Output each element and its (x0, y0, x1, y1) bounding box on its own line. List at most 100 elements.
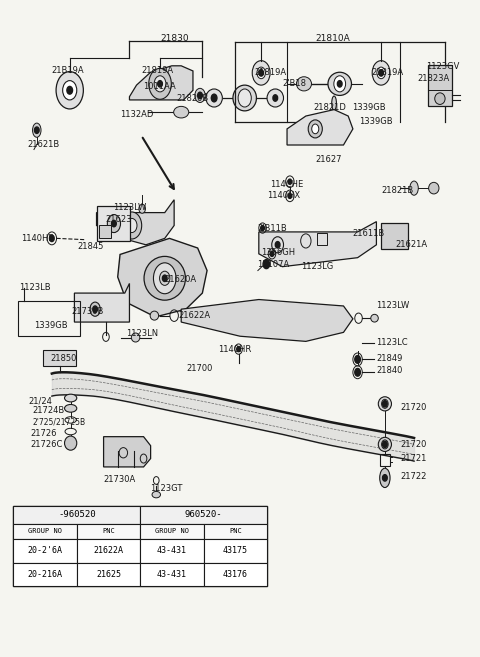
Circle shape (237, 346, 240, 351)
Text: 21821D: 21821D (313, 103, 346, 112)
Bar (204, 524, 267, 539)
Circle shape (111, 220, 116, 227)
Circle shape (35, 127, 39, 133)
Bar (13, 506, 140, 524)
Bar (77, 539, 140, 562)
Text: 21820B: 21820B (177, 94, 209, 103)
Ellipse shape (378, 397, 392, 411)
Text: 1339GB: 1339GB (352, 103, 385, 112)
Text: 21722: 21722 (401, 472, 427, 481)
Circle shape (276, 242, 280, 248)
Polygon shape (130, 66, 193, 100)
Text: 21720: 21720 (401, 440, 427, 449)
Ellipse shape (312, 124, 319, 134)
Text: 1123LN: 1123LN (126, 329, 158, 338)
Text: 21625: 21625 (96, 570, 121, 579)
Ellipse shape (152, 491, 160, 498)
Circle shape (263, 260, 270, 269)
Ellipse shape (64, 405, 77, 412)
Text: 21720: 21720 (401, 403, 427, 411)
Text: 1123GV: 1123GV (426, 62, 459, 71)
Text: 1123LW: 1123LW (113, 203, 146, 212)
Bar (381, 223, 408, 248)
Bar (13, 562, 77, 586)
Ellipse shape (63, 81, 77, 100)
Text: 21819A: 21819A (141, 66, 173, 76)
Circle shape (198, 92, 203, 99)
Text: 21622A: 21622A (179, 311, 211, 320)
Circle shape (288, 193, 292, 198)
Bar (99, 225, 110, 238)
Ellipse shape (122, 212, 142, 239)
Ellipse shape (308, 120, 323, 138)
Text: 21810A: 21810A (315, 34, 350, 43)
Text: 2'725/21725B: 2'725/21725B (32, 417, 85, 426)
Bar (380, 454, 390, 466)
Circle shape (355, 355, 360, 363)
Text: 21830: 21830 (160, 34, 189, 43)
Text: 21623: 21623 (105, 215, 132, 223)
Text: 1011AA: 1011AA (144, 82, 176, 91)
Text: 1123LB: 1123LB (19, 283, 50, 292)
Text: 21849: 21849 (376, 354, 403, 363)
Ellipse shape (371, 314, 378, 322)
Text: 21726C: 21726C (31, 440, 63, 449)
Ellipse shape (429, 183, 439, 194)
Polygon shape (96, 200, 174, 245)
Ellipse shape (90, 302, 100, 316)
Circle shape (259, 70, 264, 76)
Circle shape (67, 87, 72, 94)
Ellipse shape (328, 72, 351, 95)
Text: 1123LG: 1123LG (301, 262, 334, 271)
Ellipse shape (139, 204, 145, 214)
Ellipse shape (267, 89, 284, 107)
Text: 21821B: 21821B (381, 186, 413, 195)
Text: 1123LC: 1123LC (376, 338, 408, 347)
Bar (18, 301, 80, 336)
Text: 21850: 21850 (50, 354, 77, 363)
Bar (13, 539, 77, 562)
Circle shape (288, 179, 292, 184)
Ellipse shape (64, 436, 77, 450)
Polygon shape (74, 283, 130, 322)
Text: 21700: 21700 (186, 364, 212, 373)
Text: 21845: 21845 (78, 242, 104, 251)
Text: 21823A: 21823A (418, 74, 450, 83)
Text: 21621B: 21621B (27, 141, 60, 150)
Text: 1123LW: 1123LW (376, 302, 409, 311)
Ellipse shape (132, 333, 140, 342)
Ellipse shape (372, 60, 390, 85)
Text: 21724B: 21724B (32, 407, 64, 415)
Text: 20-216A: 20-216A (27, 570, 62, 579)
Ellipse shape (64, 394, 77, 402)
Bar (140, 539, 204, 562)
Bar (13, 524, 77, 539)
Text: 1140HX: 1140HX (267, 191, 300, 200)
Circle shape (379, 70, 384, 76)
Circle shape (49, 235, 54, 242)
Ellipse shape (108, 215, 120, 233)
Text: 21621A: 21621A (395, 240, 427, 249)
Circle shape (270, 251, 274, 256)
Bar (77, 562, 140, 586)
Ellipse shape (435, 93, 445, 104)
Ellipse shape (252, 60, 270, 85)
Bar (140, 562, 204, 586)
Text: PNC: PNC (102, 528, 115, 534)
Text: 21620A: 21620A (165, 275, 197, 284)
Ellipse shape (144, 256, 185, 300)
Ellipse shape (127, 218, 137, 233)
Text: 1140HR: 1140HR (218, 345, 252, 353)
Ellipse shape (154, 76, 166, 92)
Ellipse shape (257, 67, 265, 79)
Text: 21730A: 21730A (104, 474, 136, 484)
Bar (96, 206, 131, 241)
Ellipse shape (380, 468, 390, 487)
Bar (317, 233, 326, 245)
Ellipse shape (206, 89, 222, 107)
Circle shape (157, 81, 162, 87)
Text: 21726: 21726 (31, 429, 57, 438)
Ellipse shape (378, 438, 392, 451)
Circle shape (337, 81, 342, 87)
Text: 21/24: 21/24 (28, 396, 52, 405)
